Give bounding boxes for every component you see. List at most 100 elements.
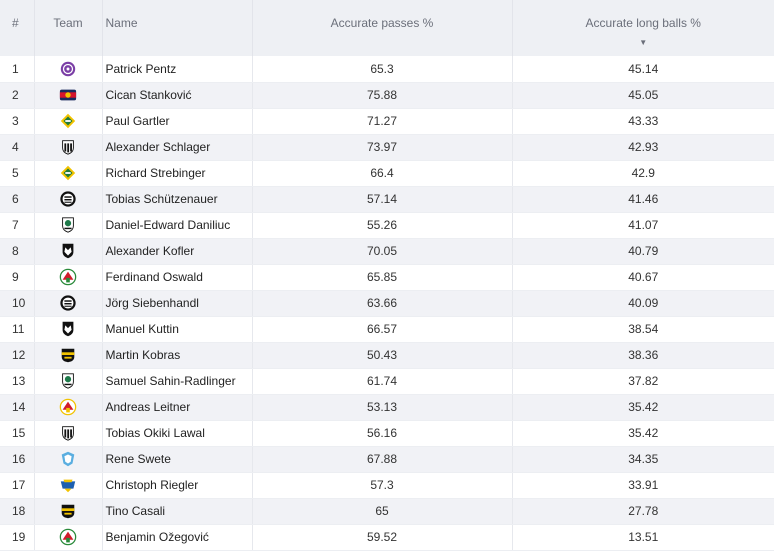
table-row[interactable]: 16 Rene Swete 67.88 34.35 — [0, 446, 774, 473]
accurate-passes-value: 66.57 — [252, 316, 513, 343]
player-name[interactable]: Daniel-Edward Daniliuc — [102, 212, 253, 239]
player-name[interactable]: Rene Swete — [102, 446, 253, 473]
table-row[interactable]: 14 Andreas Leitner 53.13 35.42 — [0, 394, 774, 421]
player-name[interactable]: Tobias Schützenauer — [102, 186, 253, 213]
player-name[interactable]: Alexander Kofler — [102, 238, 253, 265]
team-cell[interactable] — [34, 420, 103, 447]
row-rank: 11 — [0, 316, 35, 343]
team-cell[interactable] — [34, 134, 103, 161]
player-name[interactable]: Manuel Kuttin — [102, 316, 253, 343]
team-cell[interactable] — [34, 264, 103, 291]
team-cell[interactable] — [34, 394, 103, 421]
team-cell[interactable] — [34, 238, 103, 265]
header-team[interactable]: Team — [34, 0, 103, 56]
player-name[interactable]: Tobias Okiki Lawal — [102, 420, 253, 447]
player-name[interactable]: Alexander Schlager — [102, 134, 253, 161]
table-row[interactable]: 9 Ferdinand Oswald 65.85 40.67 — [0, 264, 774, 291]
team-cell[interactable] — [34, 472, 103, 499]
team-cell[interactable] — [34, 212, 103, 239]
header-accurate-passes[interactable]: Accurate passes % — [252, 0, 513, 56]
admira-badge-icon[interactable] — [59, 268, 77, 286]
accurate-passes-value: 59.52 — [252, 524, 513, 551]
player-name[interactable]: Andreas Leitner — [102, 394, 253, 421]
st-poelten-badge-icon[interactable] — [59, 476, 77, 494]
admira-red-badge-icon[interactable] — [59, 398, 77, 416]
team-cell[interactable] — [34, 446, 103, 473]
team-cell[interactable] — [34, 82, 103, 109]
player-name[interactable]: Samuel Sahin-Radlinger — [102, 368, 253, 395]
ried-badge-icon[interactable] — [59, 216, 77, 234]
lask-badge-icon[interactable] — [59, 424, 77, 442]
table-row[interactable]: 11 Manuel Kuttin 66.57 38.54 — [0, 316, 774, 343]
rapid-wien-badge-icon[interactable] — [59, 164, 77, 182]
table-row[interactable]: 7 Daniel-Edward Daniliuc 55.26 41.07 — [0, 212, 774, 239]
player-name[interactable]: Richard Strebinger — [102, 160, 253, 187]
player-name[interactable]: Paul Gartler — [102, 108, 253, 135]
accurate-passes-value: 50.43 — [252, 342, 513, 369]
accurate-passes-value: 63.66 — [252, 290, 513, 317]
row-rank: 4 — [0, 134, 35, 161]
table-row[interactable]: 5 Richard Strebinger 66.4 42.9 — [0, 160, 774, 187]
table-row[interactable]: 10 Jörg Siebenhandl 63.66 40.09 — [0, 290, 774, 317]
ried-badge-icon[interactable] — [59, 372, 77, 390]
team-cell[interactable] — [34, 160, 103, 187]
sort-descending-icon: ▼ — [639, 38, 648, 47]
table-row[interactable]: 17 Christoph Riegler 57.3 33.91 — [0, 472, 774, 499]
accurate-passes-value: 65 — [252, 498, 513, 525]
team-cell[interactable] — [34, 290, 103, 317]
table-row[interactable]: 4 Alexander Schlager 73.97 42.93 — [0, 134, 774, 161]
accurate-passes-value: 56.16 — [252, 420, 513, 447]
header-accurate-long-balls-label: Accurate long balls % — [585, 16, 701, 30]
table-row[interactable]: 8 Alexander Kofler 70.05 40.79 — [0, 238, 774, 265]
player-name[interactable]: Martin Kobras — [102, 342, 253, 369]
team-cell[interactable] — [34, 56, 103, 83]
player-name[interactable]: Patrick Pentz — [102, 56, 253, 83]
accurate-long-balls-value: 40.79 — [512, 238, 774, 265]
altach-badge-icon[interactable] — [59, 346, 77, 364]
row-rank: 1 — [0, 56, 35, 83]
sturm-graz-badge-icon[interactable] — [59, 294, 77, 312]
table-row[interactable]: 1 Patrick Pentz 65.3 45.14 — [0, 56, 774, 83]
accurate-long-balls-value: 35.42 — [512, 420, 774, 447]
austria-wien-badge-icon[interactable] — [59, 60, 77, 78]
team-cell[interactable] — [34, 498, 103, 525]
lask-badge-icon[interactable] — [59, 138, 77, 156]
table-row[interactable]: 2 Cican Stanković 75.88 45.05 — [0, 82, 774, 109]
table-row[interactable]: 15 Tobias Okiki Lawal 56.16 35.42 — [0, 420, 774, 447]
accurate-passes-value: 67.88 — [252, 446, 513, 473]
accurate-long-balls-value: 13.51 — [512, 524, 774, 551]
player-name[interactable]: Ferdinand Oswald — [102, 264, 253, 291]
hartberg-badge-icon[interactable] — [59, 450, 77, 468]
accurate-long-balls-value: 37.82 — [512, 368, 774, 395]
team-cell[interactable] — [34, 524, 103, 551]
wolfsberger-badge-icon[interactable] — [59, 320, 77, 338]
player-name[interactable]: Christoph Riegler — [102, 472, 253, 499]
player-name[interactable]: Tino Casali — [102, 498, 253, 525]
table-row[interactable]: 13 Samuel Sahin-Radlinger 61.74 37.82 — [0, 368, 774, 395]
table-row[interactable]: 19 Benjamin Ožegović 59.52 13.51 — [0, 524, 774, 551]
player-name[interactable]: Jörg Siebenhandl — [102, 290, 253, 317]
header-accurate-long-balls[interactable]: Accurate long balls % ▼ — [512, 0, 774, 56]
table-row[interactable]: 18 Tino Casali 65 27.78 — [0, 498, 774, 525]
player-name[interactable]: Cican Stanković — [102, 82, 253, 109]
row-rank: 6 — [0, 186, 35, 213]
salzburg-badge-icon[interactable] — [59, 86, 77, 104]
table-row[interactable]: 3 Paul Gartler 71.27 43.33 — [0, 108, 774, 135]
team-cell[interactable] — [34, 186, 103, 213]
team-cell[interactable] — [34, 108, 103, 135]
accurate-long-balls-value: 40.67 — [512, 264, 774, 291]
team-cell[interactable] — [34, 342, 103, 369]
row-rank: 9 — [0, 264, 35, 291]
table-row[interactable]: 6 Tobias Schützenauer 57.14 41.46 — [0, 186, 774, 213]
altach-badge-icon[interactable] — [59, 502, 77, 520]
admira-badge-icon[interactable] — [59, 528, 77, 546]
team-cell[interactable] — [34, 316, 103, 343]
player-name[interactable]: Benjamin Ožegović — [102, 524, 253, 551]
table-row[interactable]: 12 Martin Kobras 50.43 38.36 — [0, 342, 774, 369]
rapid-wien-badge-icon[interactable] — [59, 112, 77, 130]
header-rank[interactable]: # — [0, 0, 35, 56]
wolfsberger-badge-icon[interactable] — [59, 242, 77, 260]
team-cell[interactable] — [34, 368, 103, 395]
sturm-graz-badge-icon[interactable] — [59, 190, 77, 208]
header-name[interactable]: Name — [102, 0, 253, 56]
